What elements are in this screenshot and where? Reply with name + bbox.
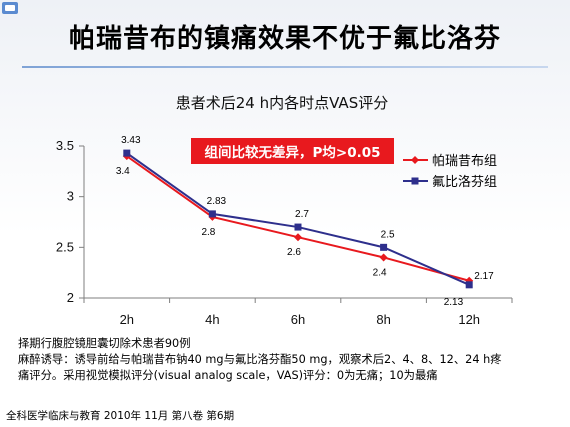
x-axis-ticks: 2h 4h 6h 8h 12h [83,298,513,327]
note-patients: 择期行腹腔镜胆囊切除术患者90例 [18,337,191,350]
series-markers [122,149,474,289]
source-citation: 全科医学临床与教育 2010年 11月 第八卷 第6期 [6,410,235,422]
x-tick-label: 8h [376,312,390,327]
slide-title: 帕瑞昔布的镇痛效果不优于氟比洛芬 [68,24,501,54]
y-tick-label: 3 [67,189,74,204]
point-marker [465,281,473,289]
point-marker [123,149,131,157]
significance-annotation: 组间比较无差异，P均>0.05 [191,138,394,164]
data-label: 2.5 [381,229,395,240]
note-method: 麻醉诱导：诱导前给与帕瑞昔布钠40 mg与氟比洛芬酯50 mg，观察术后2、4、… [18,353,502,366]
note-scoring: 痛评分。采用视觉模拟评分(visual analog scale，VAS)评分：… [18,369,438,382]
x-tick-label: 4h [205,312,219,327]
point-marker [379,253,388,262]
data-label: 2.4 [373,267,387,278]
point-marker [294,233,302,242]
chart-title: 患者术后24 h内各时点VAS评分 [176,94,388,112]
legend-label: 帕瑞昔布组 [432,154,497,169]
x-tick-label: 6h [291,312,305,327]
y-tick-label: 2.5 [56,239,74,254]
y-tick-label: 2 [67,290,74,305]
corner-slide-icon [2,2,18,14]
data-label: 3.4 [116,166,130,177]
title-divider [22,66,548,68]
data-label: 2.8 [201,227,215,238]
data-label: 3.43 [121,135,141,146]
study-notes: 择期行腹腔镜胆囊切除术患者90例 麻醉诱导：诱导前给与帕瑞昔布钠40 mg与氟比… [18,336,563,384]
x-tick-label: 12h [458,312,480,327]
point-marker [294,223,302,231]
point-marker [208,210,216,218]
data-label: 2.6 [287,247,301,258]
legend-marker [411,177,419,185]
data-label: 2.83 [207,196,227,207]
data-labels: 3.4 2.8 2.6 2.4 2.17 3.43 2.83 2.7 2.5 2.13 [116,135,494,308]
legend-marker [411,156,419,164]
data-label: 2.7 [295,209,309,220]
data-label: 2.17 [474,271,494,282]
y-axis-ticks: 2 2.5 3 3.5 [56,138,84,305]
point-marker [380,243,388,251]
legend-label: 氟比洛芬组 [432,175,497,190]
x-tick-label: 2h [120,312,134,327]
data-label: 2.13 [444,297,464,308]
y-tick-label: 3.5 [56,138,74,153]
